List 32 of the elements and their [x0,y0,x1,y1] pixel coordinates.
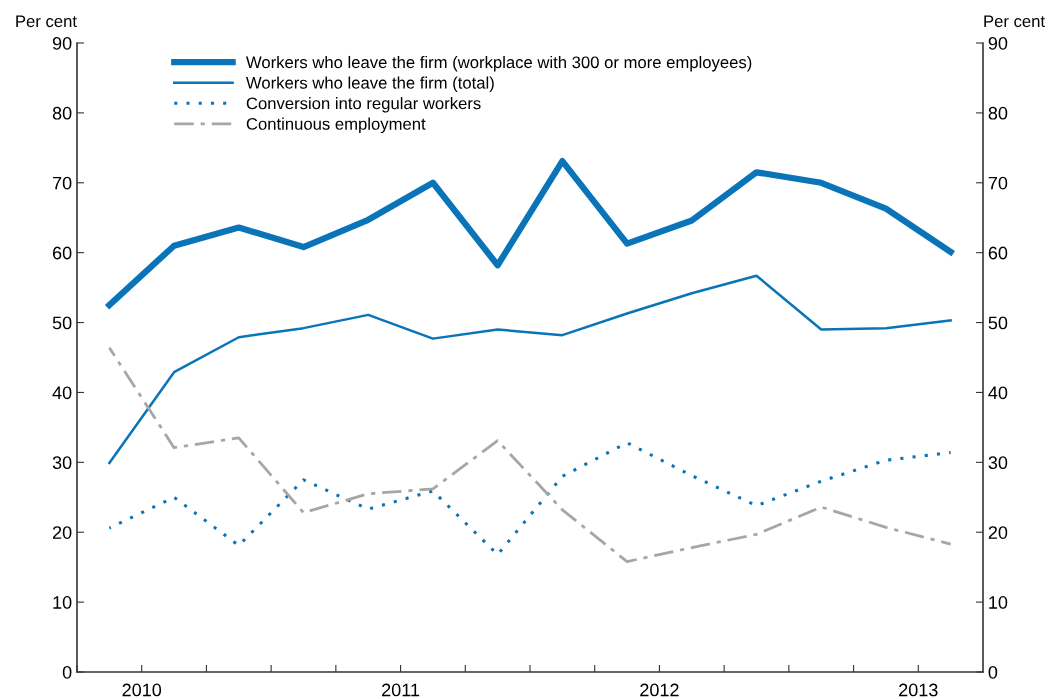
x-tick-label: 2013 [899,683,938,697]
y-tick-label: 90 [52,36,72,50]
y-tick-label: 20 [52,526,72,539]
y2-tick-label: 40 [988,386,1008,400]
y-tick-label: 70 [52,176,72,190]
legend-label: Conversion into regular workers [246,97,481,113]
y2-tick-label: 10 [989,596,1008,609]
legend-label: Continuous employment [246,117,426,134]
y2-tick-label: 20 [988,526,1008,539]
y-tick-label: 60 [52,246,72,260]
y-tick-label: 10 [53,596,72,609]
legend-label: Workers who leave the firm (total) [246,76,494,93]
x-tick-label: 2012 [640,683,679,697]
y-tick-label: 80 [52,106,72,120]
y2-tick-label: 70 [988,176,1008,190]
line-series [108,274,952,465]
y2-axis-title: Per cent [984,15,1045,28]
y-axis-title: Per cent [16,15,77,28]
y2-tick-label: 90 [988,36,1008,50]
y-tick-label: 30 [52,456,72,470]
y-tick-label: 50 [52,316,72,330]
y2-tick-label: 80 [988,106,1008,120]
y2-tick-label: 60 [988,246,1008,260]
y2-tick-label: 30 [988,456,1008,470]
legend-label: Workers who leave the firm (workplace with 300 or more employees) [246,55,752,72]
x-tick-label: 2010 [122,683,162,697]
y2-tick-label: 0 [988,665,998,679]
line-series [107,346,953,563]
x-tick-label: 2011 [382,683,420,697]
y-tick-label: 40 [52,386,72,400]
y2-tick-label: 50 [988,316,1008,330]
y-tick-label: 0 [62,665,72,679]
